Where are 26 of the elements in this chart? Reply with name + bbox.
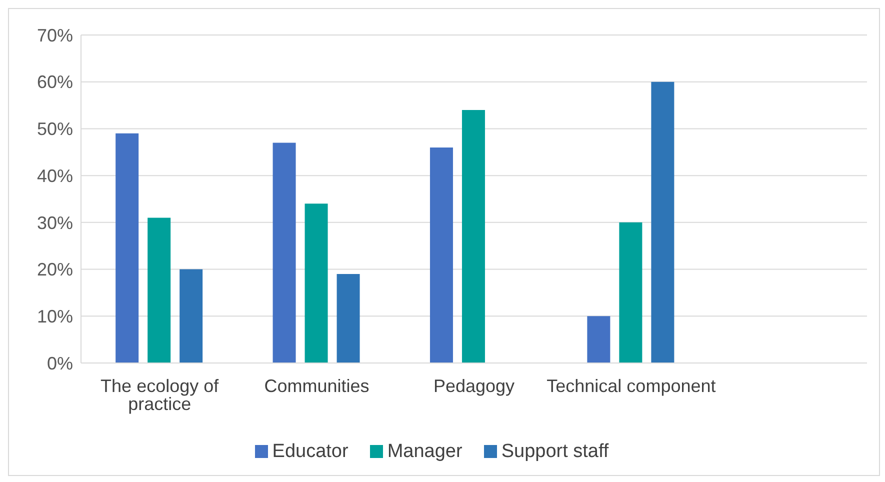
bar — [116, 133, 139, 363]
legend-label: Manager — [387, 441, 462, 462]
y-tick-label: 30% — [36, 212, 73, 233]
x-tick-label: The ecology of practice — [100, 376, 220, 414]
bar — [272, 142, 296, 363]
legend-label: Support staff — [501, 441, 609, 462]
y-tick-label: 0% — [46, 353, 73, 374]
bar — [180, 269, 203, 363]
y-tick-label: 40% — [36, 166, 73, 186]
x-tick-label: Communities — [264, 376, 370, 396]
y-tick-label: 20% — [36, 260, 73, 280]
legend-label: Educator — [272, 441, 348, 462]
y-tick-label: 70% — [36, 25, 73, 46]
bar — [587, 316, 610, 363]
bar — [148, 218, 171, 363]
bar — [619, 222, 642, 363]
x-tick-label: Technical component — [546, 376, 716, 396]
x-tick-label: Pedagogy — [433, 376, 515, 396]
y-tick-label: 10% — [36, 306, 73, 327]
bar — [462, 110, 485, 363]
y-tick-label: 50% — [36, 119, 73, 140]
y-tick-label: 60% — [36, 72, 73, 92]
bar — [304, 204, 328, 363]
bar — [651, 82, 674, 363]
bar — [336, 274, 360, 363]
bar — [430, 147, 453, 363]
